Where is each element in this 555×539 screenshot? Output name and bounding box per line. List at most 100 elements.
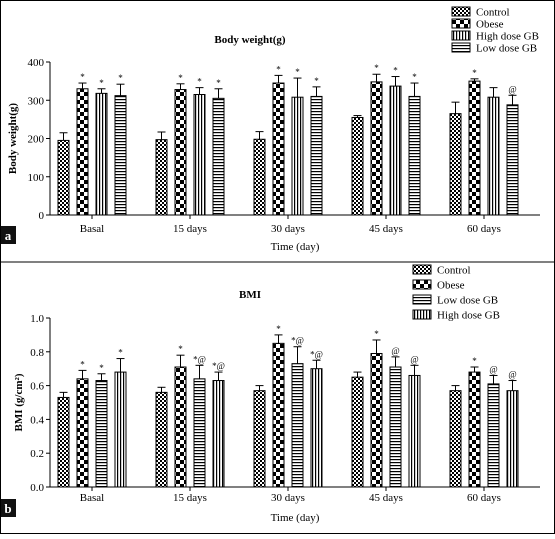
bar [253,390,266,488]
bar [408,374,421,488]
y-tick-label: 0.2 [30,448,44,460]
legend-swatch [451,42,471,53]
bar [57,396,70,488]
significance-marker: * [80,72,85,82]
significance-marker: * [178,344,183,354]
y-tick-label: 0.8 [30,347,44,359]
x-tick-label: 15 days [173,492,207,504]
significance-marker: * [118,73,123,83]
panel-label: a [5,228,12,243]
x-tick-label: Basal [80,492,104,504]
bar [351,116,364,216]
chart-panel-b: BMI 0.0 0.2 0.4 0.6 0.8 1.0 BMI (g/cm²) Time (da… [0,261,555,524]
bar [310,95,323,216]
legend-label: Low dose GB [437,295,498,307]
bar [76,378,89,488]
chart-title: Body weight(g) [214,34,286,46]
legend-swatch [412,279,432,290]
significance-marker: * [178,73,183,83]
bar [389,85,402,216]
legend-swatch [412,264,432,275]
y-tick-label: 0.4 [30,414,44,426]
bar [155,391,168,488]
bar [57,139,70,216]
bar [506,104,519,216]
significance-marker: * [472,356,477,366]
bar [291,96,304,216]
chart-panel-a: Body weight(g) 0 100 200 300 400 Body weight(g… [0,6,540,253]
significance-marker: * [80,359,85,369]
significance-marker: @ [508,370,516,380]
panel-label: b [4,501,11,516]
significance-marker: * [412,72,417,82]
bar [487,96,500,216]
significance-marker: * [295,67,300,77]
x-tick-label: 45 days [369,492,403,504]
legend-label: Control [437,265,471,277]
bar [174,366,187,488]
bar [212,380,225,488]
x-axis-label: Time (day) [271,241,320,253]
bar [212,97,225,216]
bar [253,138,266,216]
legend-swatch [451,18,471,29]
x-tick-label: 30 days [271,492,305,504]
y-tick-label: 0.0 [30,482,44,494]
bar [95,380,108,488]
significance-marker: @ [391,346,399,356]
legend-label: Control [476,7,510,19]
significance-marker: * [99,363,104,373]
significance-marker: * [118,348,123,358]
significance-marker: * [472,68,477,78]
bar [193,378,206,488]
legend-label: Obese [437,280,465,292]
significance-marker: @ [508,84,516,94]
bar [468,80,481,216]
y-tick-label: 200 [28,134,45,146]
x-tick-label: 15 days [173,223,207,235]
bar [272,82,285,216]
y-axis-label: Body weight(g) [7,103,19,175]
legend-label: High dose GB [476,31,539,43]
x-tick-label: 30 days [271,223,305,235]
significance-marker: * [374,329,379,339]
bar [291,363,304,488]
bar [310,368,323,488]
x-axis-label: Time (day) [271,512,320,524]
legend-label: Obese [476,19,504,31]
panel-badge [0,499,16,517]
y-tick-label: 300 [28,95,45,107]
y-tick-label: 1.0 [30,313,44,325]
bar [468,371,481,488]
bar [272,342,285,488]
bar [155,139,168,216]
significance-marker: *@ [310,349,323,359]
bar [95,92,108,216]
legend-label: Low dose GB [476,43,537,55]
significance-marker: * [276,64,281,74]
significance-marker: @ [489,364,497,374]
x-tick-label: Basal [80,223,104,235]
significance-marker: * [197,77,202,87]
x-tick-label: 60 days [467,492,501,504]
panel-badge [0,226,16,244]
significance-marker: * [216,78,221,88]
bar [114,371,127,488]
bar [370,81,383,216]
y-tick-label: 400 [28,57,45,69]
bar [389,366,402,488]
x-tick-label: 45 days [369,223,403,235]
chart-title: BMI [239,289,261,301]
legend-label: High dose GB [437,310,500,322]
significance-marker: *@ [212,361,225,371]
bar [114,95,127,216]
significance-marker: * [314,76,319,86]
bar [449,113,462,216]
significance-marker: * [99,78,104,88]
bar [408,95,421,216]
significance-marker: *@ [291,336,304,346]
bar [193,94,206,216]
x-tick-label: 60 days [467,223,501,235]
bar [174,89,187,216]
